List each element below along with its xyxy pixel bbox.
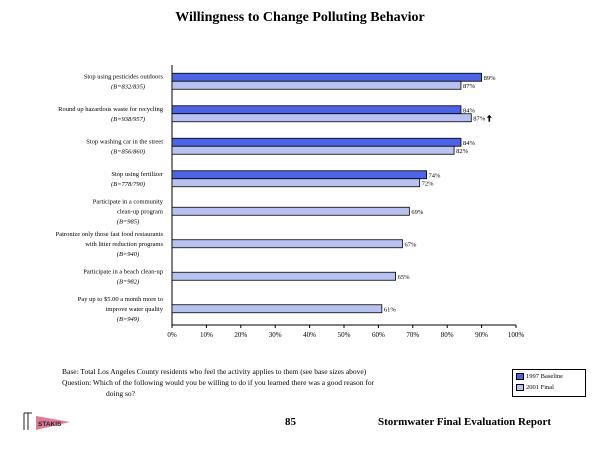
legend-item-1997: 1997 Baseline xyxy=(516,373,563,380)
legend-swatch-1997 xyxy=(516,373,524,380)
data-label-2001: 69% xyxy=(411,209,424,216)
bar-2001-final xyxy=(171,80,462,90)
category-label: improve water quality xyxy=(106,306,164,313)
legend-label-2001: 2001 Final xyxy=(526,384,554,391)
category-base-label: (B=985) xyxy=(117,218,139,225)
category-label: Participate in a community xyxy=(93,198,164,205)
data-label-1997: 84% xyxy=(463,140,476,147)
x-tick-label: 50% xyxy=(338,331,351,339)
logo-text: STAKIS xyxy=(38,421,62,428)
category-base-label: (B=856/860) xyxy=(111,148,145,155)
category-base-label: (B=940) xyxy=(117,251,139,258)
chart-title: Willingness to Change Polluting Behavior xyxy=(175,10,425,25)
category-label: Patronize only those fast food restauran… xyxy=(56,231,164,238)
legend-label-1997: 1997 Baseline xyxy=(526,373,564,380)
data-label-2001: 82% xyxy=(456,148,469,155)
legend-swatch-2001 xyxy=(516,384,524,391)
bar-1997-baseline xyxy=(171,137,462,147)
data-label-2001: 87% xyxy=(473,115,486,122)
category-base-label: (B=982) xyxy=(117,278,139,285)
category-label: Stop washing car in the street xyxy=(86,138,163,145)
bar-1997-baseline xyxy=(171,170,427,180)
bar-1997-baseline xyxy=(171,72,483,82)
category-label: Participate in a beach clean-up xyxy=(83,268,163,275)
report-title: Stormwater Final Evaluation Report xyxy=(378,416,552,428)
x-tick-label: 70% xyxy=(406,331,419,339)
bar-2001-final xyxy=(171,271,397,281)
chart-legend: 1997 Baseline 2001 Final xyxy=(512,369,586,397)
company-logo: STAKIS xyxy=(23,412,70,430)
x-tick-label: 40% xyxy=(303,331,316,339)
significance-up-arrow-icon xyxy=(486,114,492,122)
category-base-label: (B=832/835) xyxy=(111,83,145,90)
legend-item-2001: 2001 Final xyxy=(516,384,554,391)
category-base-label: (B=938/957) xyxy=(111,116,145,123)
category-label: Round up hazardous waste for recycling xyxy=(58,106,164,113)
x-tick-label: 90% xyxy=(475,331,488,339)
bar-2001-final xyxy=(171,113,472,123)
data-label-1997: 84% xyxy=(463,107,476,114)
question-footnote: Question: Which of the following would y… xyxy=(62,378,375,387)
data-label-2001: 65% xyxy=(398,274,411,281)
category-label: with litter reduction programs xyxy=(85,241,163,248)
bar-2001-final xyxy=(171,304,383,314)
bar-2001-final xyxy=(171,145,455,155)
x-tick-label: 80% xyxy=(441,331,454,339)
category-base-label: (B=949) xyxy=(117,316,139,323)
base-footnote: Base: Total Los Angeles County residents… xyxy=(62,367,367,376)
x-tick-label: 60% xyxy=(372,331,385,339)
bar-2001-final xyxy=(171,206,410,216)
x-tick-label: 30% xyxy=(269,331,282,339)
category-label: Stop using pesticides outdoors xyxy=(84,73,164,80)
x-tick-label: 20% xyxy=(234,331,247,339)
x-tick-label: 0% xyxy=(167,331,177,339)
bar-1997-baseline xyxy=(171,105,462,115)
category-label: clean-up program xyxy=(117,208,163,215)
bar-2001-final xyxy=(171,239,403,249)
question-footnote-continued: doing so? xyxy=(106,389,135,398)
category-base-label: (B=778/790) xyxy=(111,181,145,188)
x-tick-label: 100% xyxy=(508,331,525,339)
data-label-2001: 87% xyxy=(463,83,476,90)
data-label-2001: 67% xyxy=(404,241,417,248)
data-label-2001: 72% xyxy=(422,180,435,187)
data-label-1997: 89% xyxy=(484,75,497,82)
bar-2001-final xyxy=(171,178,421,188)
x-tick-label: 10% xyxy=(200,331,213,339)
data-label-1997: 74% xyxy=(429,172,442,179)
category-label: Stop using fertilizer xyxy=(111,171,163,178)
data-label-2001: 61% xyxy=(384,306,397,313)
page-number: 85 xyxy=(285,416,296,428)
category-label: Pay up to $5.00 a month more to xyxy=(78,296,163,303)
